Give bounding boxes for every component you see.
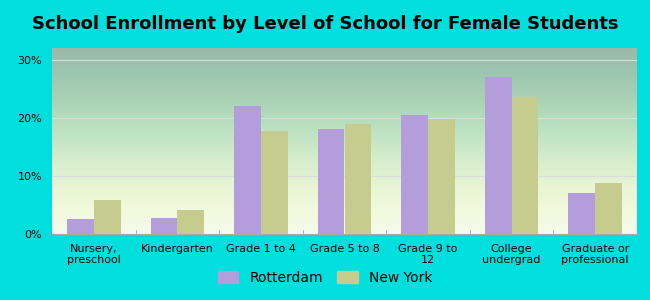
Bar	[151, 218, 177, 234]
Bar	[67, 220, 94, 234]
Bar	[261, 130, 288, 234]
Bar	[428, 119, 455, 234]
Legend: Rotterdam, New York: Rotterdam, New York	[212, 265, 438, 290]
Text: School Enrollment by Level of School for Female Students: School Enrollment by Level of School for…	[32, 15, 618, 33]
Bar	[595, 183, 622, 234]
Bar	[94, 200, 120, 234]
Bar	[234, 106, 261, 234]
Bar	[177, 210, 204, 234]
Bar	[512, 98, 538, 234]
Bar	[485, 77, 512, 234]
Bar	[318, 129, 344, 234]
Bar	[569, 193, 595, 234]
Bar	[401, 115, 428, 234]
Bar	[344, 124, 371, 234]
